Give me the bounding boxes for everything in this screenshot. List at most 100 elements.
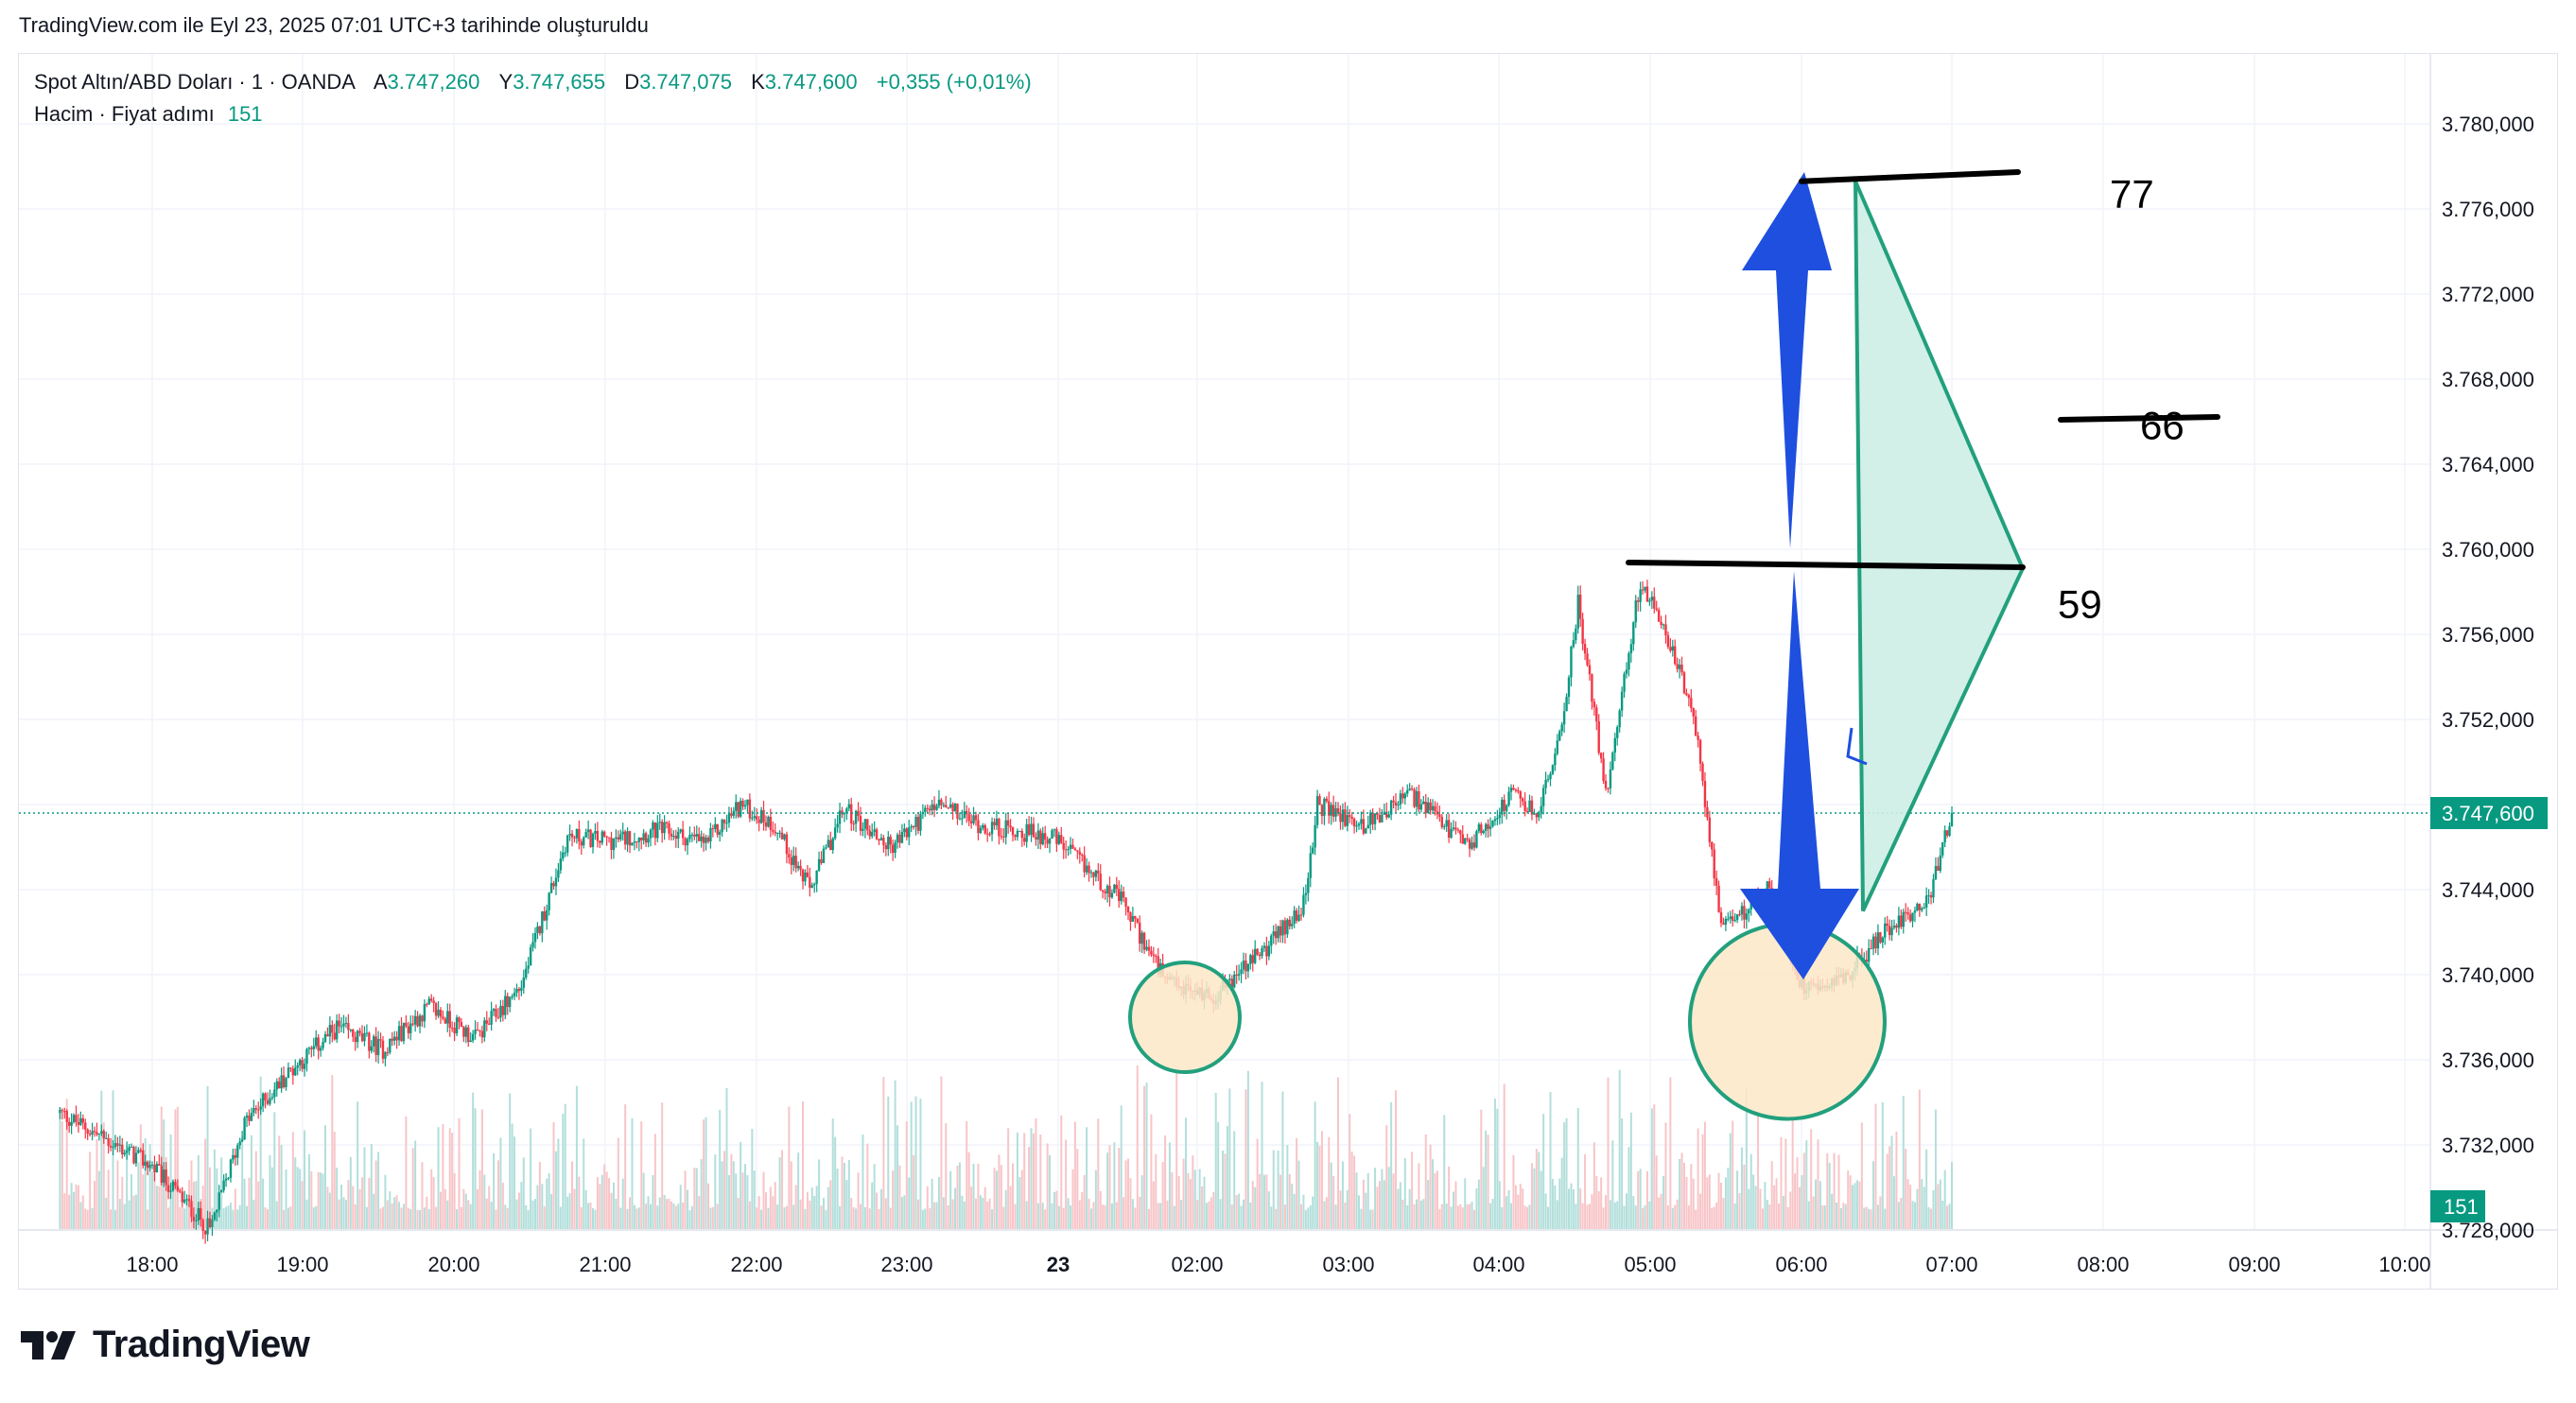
candle-body [373,1036,375,1047]
volume-bar [1325,1197,1328,1229]
volume-bar [1088,1198,1090,1229]
volume-bar [1616,1201,1619,1229]
candle-body [1874,936,1877,949]
volume-bar [1000,1165,1002,1229]
volume-bar [737,1197,740,1229]
level-line-66[interactable] [2058,414,2220,423]
volume-bar [1849,1175,1852,1229]
level-line-77[interactable] [1799,169,2021,184]
candle-body [1399,793,1402,805]
candle-body [59,1110,61,1114]
candle-body [817,858,821,871]
volume-bar [1895,1131,1898,1229]
candle-body [282,1075,286,1087]
volume-bar [363,1147,366,1229]
candle-body [264,1093,267,1100]
candle-body [772,829,775,832]
candle-body [352,1029,355,1037]
candle-body [1136,918,1139,923]
candle-body [1265,945,1268,957]
volume-bar [139,1124,142,1229]
candle-body [647,838,650,843]
volume-bar [97,1170,100,1229]
candle-body [1727,918,1730,920]
volume-bar [1035,1117,1037,1229]
candle-body [208,1218,212,1228]
candle-body [1035,837,1037,840]
candle-body [280,1075,283,1089]
candle-body [1126,907,1130,913]
down-arrow[interactable] [1740,571,1859,979]
volume-bar [1618,1069,1621,1229]
candle-body [1258,954,1262,957]
candle-body [600,831,603,843]
volume-bar [1576,1107,1579,1229]
volume-bar [409,1208,412,1229]
volume-bar [467,1200,470,1229]
candle-body [197,1207,200,1221]
volume-bar [1528,1204,1531,1229]
volume-bar [670,1201,672,1229]
volume-bar [790,1161,792,1229]
candle-body [130,1147,133,1149]
volume-bar [1203,1176,1206,1229]
volume-bar [1192,1155,1194,1229]
candle-body [201,1220,204,1232]
candle-body [222,1180,225,1190]
candle-body [1443,826,1446,828]
legend-symbol[interactable]: Spot Altın/ABD Doları · 1 · OANDA [34,70,355,94]
legend-volume-label[interactable]: Hacim · Fiyat adımı [34,102,215,126]
volume-bar [1754,1186,1757,1229]
volume-bar [442,1124,444,1229]
volume-bar [386,1200,389,1229]
volume-bar [155,1186,158,1229]
candle-body [1627,653,1630,670]
tradingview-logo[interactable]: TradingView [21,1324,310,1366]
target-triangle[interactable] [1854,180,2026,912]
volume-bar [778,1157,781,1229]
volume-bar [1007,1128,1010,1229]
volume-bar [677,1204,680,1229]
volume-bar [513,1136,516,1229]
candle-body [1586,653,1589,666]
time-tick-label: 04:00 [1472,1253,1524,1276]
volume-bar [1489,1203,1492,1229]
candle-body [1888,926,1891,936]
volume-bar [1371,1209,1374,1229]
candle-body [780,832,784,840]
volume-bar [1676,1199,1679,1229]
candle-body [460,1022,463,1028]
candle-body [411,1023,414,1025]
candle-body [972,815,975,823]
volume-bar [1664,1122,1667,1229]
volume-bar [1655,1155,1658,1229]
candle-body [171,1181,175,1191]
candle-body [1517,789,1520,792]
candle-body [963,810,966,819]
volume-bar [774,1182,776,1229]
volume-bar [94,1181,96,1229]
volume-bar [1727,1168,1730,1229]
volume-bar [488,1186,491,1229]
candle-body [67,1121,71,1126]
volume-bar [275,1201,278,1229]
candle-body [1902,911,1905,927]
volume-bar [333,1132,336,1229]
candle-body [185,1199,188,1201]
up-arrow[interactable] [1742,172,1832,548]
volume-bar [1738,1193,1741,1229]
volume-bar [605,1171,608,1229]
candle-body [1450,828,1453,838]
support-circle-left[interactable] [1128,961,1242,1074]
volume-bar [1852,1185,1854,1229]
candle-body [1110,892,1114,898]
candle-body [681,829,685,839]
price-chart[interactable]: 7766593.780,0003.776,0003.772,0003.768,0… [0,0,2576,1324]
level-line-59[interactable] [1626,560,2026,570]
candle-body [335,1020,339,1040]
volume-bar [70,1183,73,1229]
candle-body [1085,865,1088,873]
candle-body [792,856,795,865]
volume-bar [1900,1197,1903,1229]
volume-bar [368,1177,371,1229]
